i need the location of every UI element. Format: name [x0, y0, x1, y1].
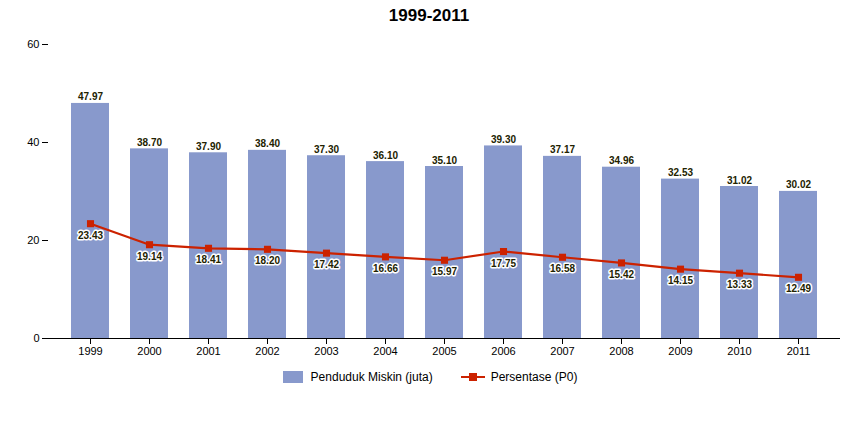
svg-text:2006: 2006 [491, 345, 515, 357]
svg-text:2004: 2004 [373, 345, 397, 357]
svg-text:2010: 2010 [727, 345, 751, 357]
svg-text:23.43: 23.43 [78, 230, 103, 241]
svg-text:47.97: 47.97 [78, 91, 103, 102]
svg-text:2007: 2007 [550, 345, 574, 357]
svg-text:14.15: 14.15 [668, 275, 693, 286]
svg-text:2002: 2002 [255, 345, 279, 357]
svg-text:38.70: 38.70 [137, 137, 162, 148]
svg-text:16.58: 16.58 [550, 263, 575, 274]
svg-text:16.66: 16.66 [373, 263, 398, 274]
svg-text:1999: 1999 [78, 345, 102, 357]
svg-text:2001: 2001 [196, 345, 220, 357]
svg-text:37.17: 37.17 [550, 144, 575, 155]
svg-text:40: 40 [27, 136, 39, 148]
svg-text:2008: 2008 [609, 345, 633, 357]
svg-text:37.90: 37.90 [196, 141, 221, 152]
svg-text:31.02: 31.02 [727, 175, 752, 186]
svg-text:2011: 2011 [787, 345, 811, 357]
svg-text:17.75: 17.75 [491, 258, 516, 269]
svg-text:36.10: 36.10 [373, 150, 398, 161]
svg-text:2009: 2009 [668, 345, 692, 357]
svg-text:15.42: 15.42 [609, 269, 634, 280]
svg-text:60: 60 [27, 38, 39, 50]
svg-text:2003: 2003 [314, 345, 338, 357]
svg-text:18.20: 18.20 [255, 255, 280, 266]
svg-text:17.42: 17.42 [314, 259, 339, 270]
svg-text:30.02: 30.02 [786, 179, 811, 190]
svg-text:12.49: 12.49 [786, 283, 811, 294]
html-text:Penduduk Miskin (juta): Penduduk Miskin (juta) [310, 370, 433, 384]
svg-text:0: 0 [33, 332, 39, 344]
svg-text:18.41: 18.41 [196, 254, 221, 265]
svg-text:15.97: 15.97 [432, 266, 457, 277]
svg-text:19.14: 19.14 [137, 251, 162, 262]
html-text:Persentase (P0): Persentase (P0) [490, 370, 578, 384]
svg-text:35.10: 35.10 [432, 155, 457, 166]
svg-text:32.53: 32.53 [668, 167, 693, 178]
svg-text:13.33: 13.33 [727, 279, 752, 290]
svg-text:34.96: 34.96 [609, 155, 634, 166]
svg-text:39.30: 39.30 [491, 134, 516, 145]
svg-text:2005: 2005 [432, 345, 456, 357]
svg-text:20: 20 [27, 234, 39, 246]
svg-text:38.40: 38.40 [255, 138, 280, 149]
html-text:1999-2011: 1999-2011 [388, 6, 470, 25]
svg-text:2000: 2000 [137, 345, 161, 357]
svg-text:37.30: 37.30 [314, 144, 339, 155]
